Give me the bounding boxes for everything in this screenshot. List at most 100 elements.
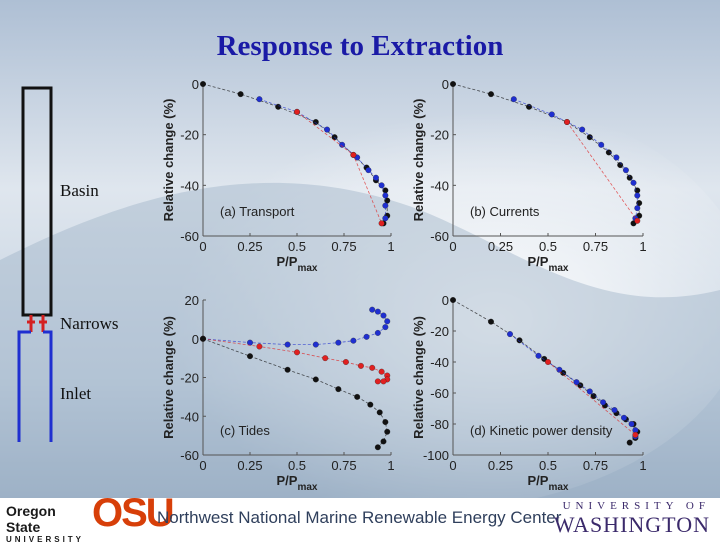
blue-data-point bbox=[312, 341, 319, 348]
x-tick-label: 0 bbox=[449, 458, 456, 473]
blue-data-point bbox=[611, 407, 618, 413]
blue-data-point bbox=[586, 388, 593, 395]
red-data-point bbox=[350, 151, 357, 158]
red-data-point bbox=[545, 359, 551, 365]
x-tick-label: 0.25 bbox=[237, 458, 262, 473]
y-axis-label: Relative change (%) bbox=[411, 316, 426, 439]
black-data-point bbox=[237, 91, 244, 98]
panel-label: (b) Currents bbox=[470, 204, 540, 219]
blue-data-point bbox=[600, 399, 607, 406]
blue-data-point bbox=[382, 215, 389, 222]
black-data-point bbox=[450, 297, 456, 303]
osu-name-line1: Oregon State bbox=[6, 503, 56, 535]
blue-series-line bbox=[202, 309, 388, 346]
x-axis-label: P/Pmax bbox=[277, 254, 318, 274]
x-tick-label: 0.5 bbox=[288, 239, 306, 254]
x-tick-label: 0 bbox=[199, 239, 206, 254]
y-axis-label: Relative change (%) bbox=[411, 99, 426, 222]
black-data-point bbox=[516, 337, 523, 344]
black-data-point bbox=[384, 428, 391, 435]
red-data-point bbox=[374, 378, 381, 385]
y-tick-label: 20 bbox=[185, 293, 199, 308]
uw-logo: UNIVERSITY OF WASHINGTON bbox=[554, 500, 710, 538]
black-data-point bbox=[488, 91, 494, 98]
x-tick-label: 0.75 bbox=[331, 239, 356, 254]
y-tick-label: 0 bbox=[442, 77, 449, 92]
red-series-line bbox=[547, 361, 636, 436]
black-data-point bbox=[200, 81, 206, 87]
black-data-point bbox=[450, 81, 456, 87]
black-data-point bbox=[312, 119, 319, 125]
y-tick-label: 0 bbox=[192, 332, 199, 347]
blue-data-point bbox=[335, 339, 342, 346]
blue-data-point bbox=[374, 329, 381, 336]
x-tick-label: 1 bbox=[387, 458, 394, 473]
black-data-point bbox=[605, 149, 612, 156]
black-data-point bbox=[488, 318, 494, 325]
slide-title: Response to Extraction bbox=[216, 30, 504, 62]
x-axis-label: P/Pmax bbox=[528, 254, 569, 274]
y-tick-label: -40 bbox=[180, 178, 199, 193]
uw-line1: UNIVERSITY OF bbox=[562, 500, 710, 512]
black-data-point bbox=[626, 439, 633, 446]
y-tick-label: -40 bbox=[430, 355, 449, 370]
blue-data-point bbox=[556, 366, 563, 373]
x-tick-label: 0.75 bbox=[583, 458, 608, 473]
black-data-point bbox=[590, 393, 597, 400]
blue-data-point bbox=[365, 167, 372, 174]
red-data-point bbox=[342, 359, 349, 365]
y-tick-label: 0 bbox=[442, 293, 449, 308]
y-tick-label: -20 bbox=[180, 128, 199, 143]
black-data-point bbox=[354, 393, 361, 400]
y-tick-label: -60 bbox=[180, 229, 199, 244]
y-axis-label: Relative change (%) bbox=[161, 316, 176, 439]
red-data-point bbox=[378, 220, 385, 227]
x-tick-label: 0.5 bbox=[539, 239, 557, 254]
blue-data-point bbox=[324, 126, 331, 133]
blue-data-point bbox=[369, 306, 376, 313]
red-data-point bbox=[634, 217, 641, 224]
blue-data-point bbox=[339, 141, 346, 148]
channel-diagram bbox=[17, 86, 53, 442]
blue-data-point bbox=[535, 352, 542, 359]
y-tick-label: -40 bbox=[430, 178, 449, 193]
red-data-point bbox=[378, 368, 385, 375]
blue-data-point bbox=[634, 192, 641, 199]
red-data-point bbox=[357, 362, 364, 369]
y-tick-label: 0 bbox=[192, 77, 199, 92]
blue-data-point bbox=[363, 333, 370, 340]
narrows-label: Narrows bbox=[60, 314, 119, 333]
y-tick-label: -80 bbox=[430, 417, 449, 432]
blue-data-point bbox=[507, 331, 513, 338]
x-tick-label: 0.5 bbox=[539, 458, 557, 473]
red-data-point bbox=[564, 119, 570, 125]
panel-label: (d) Kinetic power density bbox=[470, 423, 613, 438]
blue-series-line bbox=[509, 333, 636, 437]
blue-data-point bbox=[573, 379, 580, 386]
x-axis-label: P/Pmax bbox=[528, 473, 569, 493]
blue-data-point bbox=[384, 318, 391, 325]
blue-data-point bbox=[378, 182, 385, 189]
blue-data-point bbox=[598, 141, 605, 148]
blue-data-point bbox=[380, 312, 387, 319]
black-data-point bbox=[382, 419, 389, 426]
x-axis-label: P/Pmax bbox=[277, 473, 318, 493]
red-data-point bbox=[369, 364, 376, 371]
blue-data-point bbox=[256, 96, 263, 103]
black-series-line bbox=[452, 299, 638, 443]
blue-data-point bbox=[510, 96, 517, 103]
blue-data-point bbox=[373, 174, 379, 181]
x-tick-label: 0.25 bbox=[488, 239, 513, 254]
red-data-point bbox=[294, 108, 300, 115]
black-data-point bbox=[200, 335, 206, 342]
black-series-line bbox=[202, 83, 388, 224]
osu-mark: OSU bbox=[92, 491, 175, 535]
y-tick-label: -100 bbox=[423, 448, 449, 463]
y-tick-label: -20 bbox=[180, 371, 199, 386]
panel-label: (c) Tides bbox=[220, 423, 270, 438]
y-tick-label: -40 bbox=[180, 409, 199, 424]
blue-data-point bbox=[634, 205, 641, 212]
blue-data-point bbox=[622, 167, 629, 174]
red-data-point bbox=[322, 355, 329, 362]
